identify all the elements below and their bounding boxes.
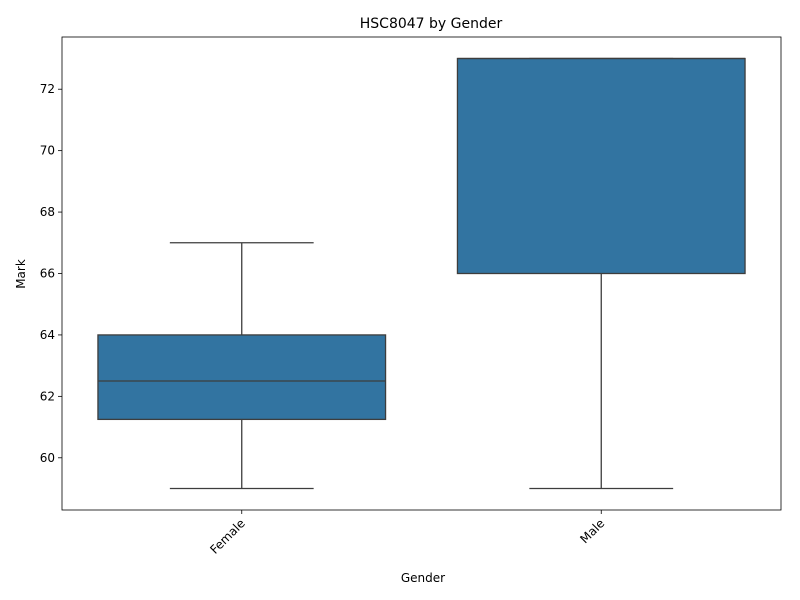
box-male xyxy=(456,57,746,490)
y-tick-label: 72 xyxy=(40,82,55,96)
y-axis-label: Mark xyxy=(14,259,28,289)
y-tick-label: 62 xyxy=(40,389,55,403)
chart-title: HSC8047 by Gender xyxy=(360,16,503,32)
iqr-box xyxy=(97,334,387,421)
x-tick-label: Male xyxy=(577,516,607,546)
x-axis: Female Male xyxy=(207,510,607,557)
y-tick-label: 60 xyxy=(40,451,55,465)
x-axis-label: Gender xyxy=(401,571,445,585)
y-tick-label: 66 xyxy=(40,267,55,281)
plot-area xyxy=(97,57,746,490)
y-tick-label: 68 xyxy=(40,205,55,219)
x-tick-label: Female xyxy=(207,516,248,557)
y-tick-label: 64 xyxy=(40,328,55,342)
plot-frame xyxy=(61,36,782,511)
iqr-box xyxy=(456,57,746,275)
box-female xyxy=(97,242,387,490)
y-tick-label: 70 xyxy=(40,144,55,158)
y-axis: 60 62 64 66 68 70 72 xyxy=(40,82,62,465)
